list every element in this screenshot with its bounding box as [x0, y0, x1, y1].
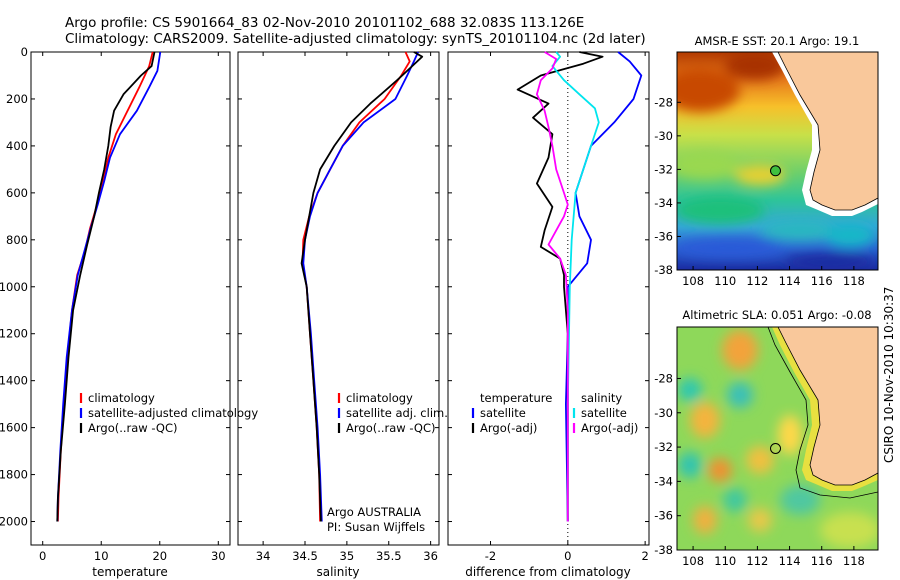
sla-map-xtick-label: 108 — [682, 554, 704, 568]
sst-argo-marker — [770, 165, 782, 177]
sst-map-ytick-label: -30 — [654, 129, 673, 143]
difference-salinity-legend-label: satellite — [581, 406, 627, 420]
difference-salinity-legend-label: Argo(-adj) — [581, 421, 638, 435]
temperature-xtick-label: 10 — [94, 549, 109, 563]
temperature-legend-label: climatology — [88, 391, 155, 405]
difference-axes-frame — [447, 51, 650, 546]
difference-xlabel: difference from climatology — [465, 565, 631, 579]
sla-map-xtick-label: 114 — [779, 554, 801, 568]
salinity-xtick-label: 35.5 — [376, 549, 402, 563]
sst-land — [777, 52, 878, 211]
difference-series-salinity-argo-adj- — [536, 51, 569, 522]
sla-map-ytick-label: -34 — [654, 474, 673, 488]
sla-map-ytick-label: -36 — [654, 509, 673, 523]
temperature-ytick-label: 1000 — [0, 280, 28, 294]
temperature-ytick-label: 2000 — [0, 515, 28, 529]
sst-map-panel: AMSR-E SST: 20.1 Argo: 19.1 108 110 112 114… — [654, 34, 879, 288]
temperature-ytick-label: 0 — [21, 45, 28, 59]
temperature-ytick-label: 1800 — [0, 468, 28, 482]
sla-land — [777, 327, 878, 486]
sst-map-ytick-label: -34 — [654, 196, 673, 210]
difference-panel: -2 0 2 difference from climatology tempera… — [447, 51, 650, 579]
temperature-xtick-label: 30 — [211, 549, 226, 563]
figure-title-line2: Climatology: CARS2009. Satellite-adjuste… — [65, 31, 646, 47]
temperature-series-climatology — [57, 51, 154, 522]
difference-xtick-label: -2 — [485, 549, 496, 563]
sla-argo-marker — [770, 443, 782, 455]
sst-map-ytick-label: -36 — [654, 229, 673, 243]
salinity-panel: 34 34.5 35 35.5 36 salinity climatologysatel… — [237, 51, 448, 579]
sla-map-panel: Altimetric SLA: 0.051 Argo: -0.08 — [654, 308, 879, 568]
temperature-xtick-label: 0 — [39, 549, 46, 563]
difference-xtick-label: 2 — [641, 549, 648, 563]
salinity-legend-label: satellite adj. clim. — [346, 406, 448, 420]
difference-temperature-legend-label: satellite — [480, 406, 526, 420]
salinity-legend-label: Argo(..raw -QC) — [346, 421, 436, 435]
difference-series-salinity-satellite — [551, 51, 600, 522]
sla-map-ytick-label: -32 — [654, 440, 673, 454]
sst-map-xtick-label: 110 — [714, 274, 736, 288]
difference-series-temperature-satellite — [565, 51, 643, 522]
temperature-ytick-label: 1200 — [0, 327, 28, 341]
difference-temperature-legend-label: temperature — [480, 391, 552, 405]
temperature-ytick-label: 600 — [6, 186, 28, 200]
sla-map-ytick-label: -28 — [654, 371, 673, 385]
salinity-xtick-label: 34.5 — [292, 549, 318, 563]
sst-map-ytick-label: -38 — [654, 263, 673, 277]
sla-map-xtick-label: 116 — [811, 554, 833, 568]
difference-xtick-label: 0 — [564, 549, 571, 563]
temperature-xtick-label: 20 — [152, 549, 167, 563]
sst-map-frame — [676, 51, 879, 271]
temperature-ytick-label: 400 — [6, 139, 28, 153]
difference-salinity-legend-label: salinity — [581, 391, 622, 405]
salinity-legend-label: climatology — [346, 391, 413, 405]
salinity-xtick-label: 34 — [256, 549, 271, 563]
temperature-ytick-label: 1600 — [0, 421, 28, 435]
difference-temperature-legend-label: Argo(-adj) — [480, 421, 537, 435]
salinity-annotation-line1: Argo AUSTRALIA — [327, 505, 421, 519]
sla-map-xtick-label: 110 — [714, 554, 736, 568]
difference-series-temperature-argo-adj- — [516, 51, 604, 522]
salinity-xtick-label: 36 — [423, 549, 438, 563]
temperature-ytick-label: 200 — [6, 92, 28, 106]
sla-map-title: Altimetric SLA: 0.051 Argo: -0.08 — [682, 308, 871, 322]
sst-map-ytick-label: -28 — [654, 95, 673, 109]
sst-map-ytick-label: -32 — [654, 162, 673, 176]
temperature-panel: 0 10 20 30 0 200 400 600 800 1000 1200 1400 1600 1800… — [0, 45, 258, 579]
sla-map-xtick-label: 118 — [843, 554, 865, 568]
sst-map-xtick-label: 116 — [811, 274, 833, 288]
sst-map-xtick-label: 108 — [682, 274, 704, 288]
sst-map-xtick-label: 118 — [843, 274, 865, 288]
temperature-series-satellite-adjusted-climatology — [56, 51, 162, 522]
sla-map-ytick-label: -38 — [654, 543, 673, 557]
temperature-legend-label: satellite-adjusted climatology — [88, 406, 258, 420]
temperature-series-argo-raw-qc- — [56, 51, 156, 522]
salinity-series-argo-raw-qc- — [300, 51, 424, 522]
temperature-ytick-label: 800 — [6, 233, 28, 247]
temperature-legend-label: Argo(..raw -QC) — [88, 421, 178, 435]
salinity-xtick-label: 35 — [340, 549, 355, 563]
sla-map-frame — [676, 326, 879, 551]
salinity-xlabel: salinity — [316, 565, 359, 579]
side-timestamp-label: CSIRO 10-Nov-2010 10:30:37 — [882, 287, 896, 463]
sla-map-xtick-label: 112 — [746, 554, 768, 568]
sst-map-xtick-label: 112 — [746, 274, 768, 288]
salinity-axes-frame — [237, 51, 440, 546]
figure-title-line1: Argo profile: CS 5901664_83 02-Nov-2010 … — [65, 15, 584, 31]
salinity-annotation-line2: PI: Susan Wijffels — [327, 520, 425, 534]
temperature-axes-frame — [30, 51, 231, 546]
temperature-xlabel: temperature — [92, 565, 167, 579]
sst-map-title: AMSR-E SST: 20.1 Argo: 19.1 — [695, 34, 860, 48]
sst-map-xtick-label: 114 — [779, 274, 801, 288]
sla-map-ytick-label: -30 — [654, 406, 673, 420]
temperature-ytick-label: 1400 — [0, 374, 28, 388]
salinity-series-satellite-adj-clim- — [302, 51, 419, 522]
sla-isobath — [767, 327, 878, 499]
